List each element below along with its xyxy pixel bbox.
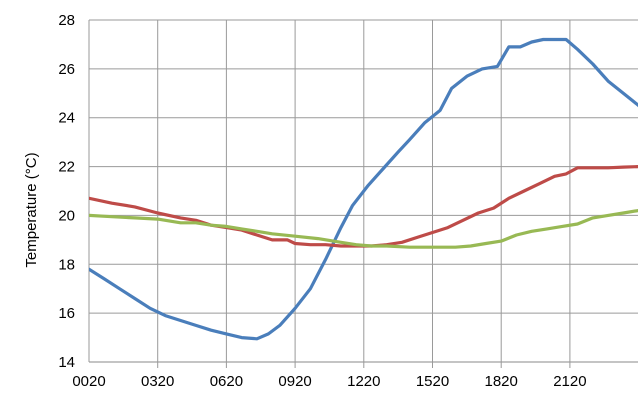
x-tick-label: 1220: [347, 373, 380, 390]
series-line-3: [89, 208, 638, 249]
y-tick-label: 20: [58, 207, 75, 224]
y-axis-tick-labels: 14 16 18 20 22 24 26 28: [58, 12, 75, 371]
y-tick-label: 16: [58, 305, 75, 322]
x-tick-label: 0320: [141, 373, 174, 390]
x-tick-label: 0020: [72, 373, 105, 390]
y-tick-label: 14: [58, 354, 75, 371]
y-tick-label: 28: [58, 12, 75, 29]
x-tick-label: 1520: [416, 373, 449, 390]
x-tick-label: 0920: [278, 373, 311, 390]
y-tick-label: 24: [58, 110, 75, 127]
x-tick-label: 0620: [210, 373, 243, 390]
y-tick-label: 26: [58, 61, 75, 78]
chart-grid: [88, 19, 638, 368]
y-tick-label: 18: [58, 256, 75, 273]
y-axis-label: Temperature (°C): [23, 152, 40, 267]
chart-series-group: [89, 37, 638, 341]
y-tick-label: 22: [58, 159, 75, 176]
x-tick-label: 1820: [485, 373, 518, 390]
x-tick-label: 2120: [553, 373, 586, 390]
series-line-1: [89, 37, 638, 341]
x-axis-tick-labels: 0020 0320 0620 0920 1220 1520 1820 2120: [72, 373, 586, 390]
